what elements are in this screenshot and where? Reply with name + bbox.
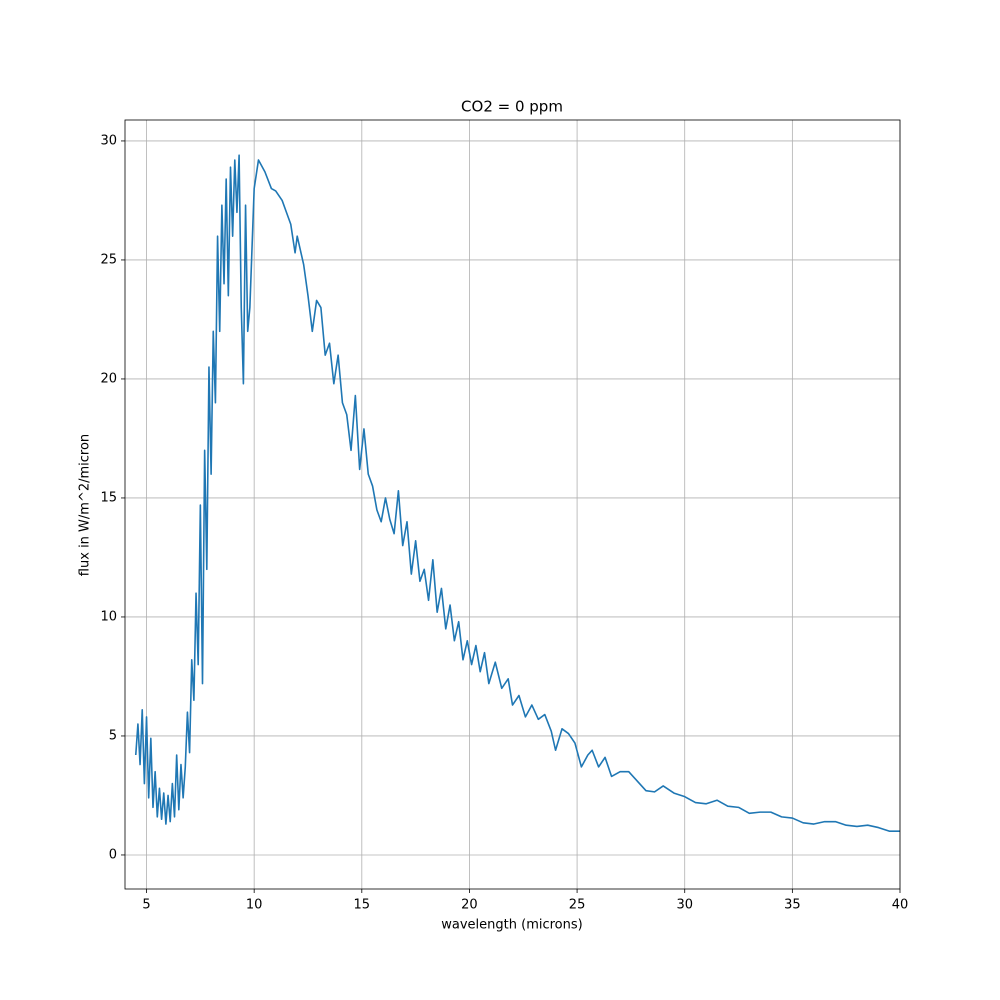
y-tick-label: 5 xyxy=(109,728,117,743)
chart-title: CO2 = 0 ppm xyxy=(461,98,563,116)
y-tick-label: 15 xyxy=(100,490,117,505)
data-line xyxy=(134,154,900,832)
x-tick-label: 30 xyxy=(676,898,693,913)
y-axis-label: flux in W/m^2/micron xyxy=(78,434,93,576)
x-tick-label: 35 xyxy=(784,898,801,913)
x-tick-label: 10 xyxy=(246,898,263,913)
y-tick-label: 20 xyxy=(100,371,117,386)
x-tick-label: 5 xyxy=(142,898,150,913)
plot-frame xyxy=(124,119,901,890)
y-tick-label: 30 xyxy=(100,133,117,148)
y-tick-label: 10 xyxy=(100,609,117,624)
y-tick-label: 25 xyxy=(100,252,117,267)
y-tick-label: 0 xyxy=(109,847,117,862)
x-axis-label: wavelength (microns) xyxy=(441,918,582,933)
x-tick-label: 15 xyxy=(354,898,371,913)
x-tick-label: 40 xyxy=(892,898,909,913)
x-tick-label: 25 xyxy=(569,898,586,913)
x-tick-label: 20 xyxy=(461,898,478,913)
